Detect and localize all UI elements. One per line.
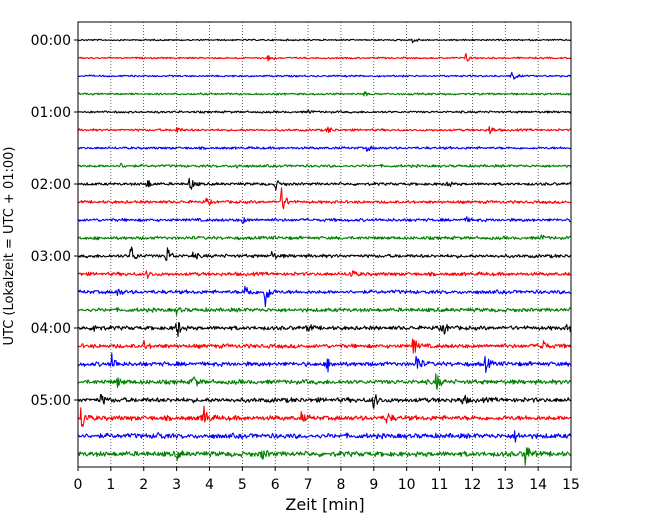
- x-tick-label-13: 13: [496, 477, 514, 493]
- trace-line-3: [77, 91, 572, 97]
- trace-line-5: [77, 125, 572, 135]
- y-tick-label-0: 00:00: [31, 33, 71, 49]
- trace-line-22: [77, 430, 572, 443]
- trace-line-4: [77, 109, 572, 114]
- x-axis-ticks: 0 1 2 3 4 5 6 7 8 9 10 11 12 13 14 15: [74, 467, 580, 493]
- x-tick-label-14: 14: [529, 477, 547, 493]
- y-tick-label-1: 01:00: [31, 105, 71, 121]
- trace-line-12: [77, 246, 572, 261]
- trace-line-7: [77, 162, 572, 169]
- trace-line-13: [77, 270, 572, 279]
- trace-lines: [77, 38, 572, 466]
- trace-line-16: [77, 322, 572, 338]
- x-tick-label-1: 1: [106, 477, 115, 493]
- x-tick-label-12: 12: [463, 477, 481, 493]
- x-tick-label-11: 11: [431, 477, 449, 493]
- trace-line-18: [77, 352, 572, 374]
- trace-line-8: [77, 177, 572, 191]
- x-tick-label-3: 3: [172, 477, 181, 493]
- trace-line-23: [77, 447, 572, 466]
- y-tick-label-3: 03:00: [31, 249, 71, 265]
- x-tick-label-2: 2: [139, 477, 148, 493]
- x-tick-label-9: 9: [369, 477, 378, 493]
- x-tick-label-0: 0: [74, 477, 83, 493]
- x-tick-label-5: 5: [238, 477, 247, 493]
- trace-line-2: [77, 71, 572, 80]
- trace-line-0: [77, 38, 572, 44]
- trace-line-9: [77, 187, 572, 210]
- trace-line-15: [77, 307, 572, 316]
- y-tick-label-5: 05:00: [31, 393, 71, 409]
- trace-line-14: [77, 285, 572, 308]
- x-axis-label: Zeit [min]: [285, 495, 364, 514]
- trace-line-20: [77, 393, 572, 409]
- x-tick-label-10: 10: [398, 477, 416, 493]
- y-axis-ticks: 00:00 01:00 02:00 03:00 04:00 05:00: [31, 33, 78, 409]
- trace-line-1: [77, 52, 572, 62]
- x-tick-label-6: 6: [271, 477, 280, 493]
- x-tick-label-8: 8: [336, 477, 345, 493]
- trace-line-17: [77, 338, 572, 354]
- y-tick-label-2: 02:00: [31, 177, 71, 193]
- trace-line-19: [77, 373, 572, 390]
- y-axis-label: UTC (Lokalzeit = UTC + 01:00): [2, 147, 17, 346]
- plot-frame: [77, 21, 572, 468]
- x-tick-label-7: 7: [304, 477, 313, 493]
- trace-line-10: [77, 216, 572, 224]
- y-tick-label-4: 04:00: [31, 321, 71, 337]
- x-tick-label-15: 15: [562, 477, 580, 493]
- trace-line-21: [77, 405, 572, 428]
- trace-line-11: [77, 234, 572, 241]
- trace-line-6: [77, 145, 572, 152]
- x-tick-label-4: 4: [205, 477, 214, 493]
